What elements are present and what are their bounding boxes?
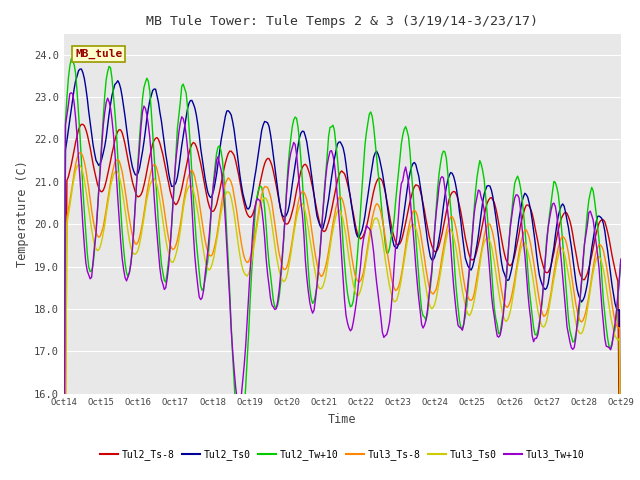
Tul2_Ts-8	[77, 121, 85, 127]
Tul2_Ts-8	[458, 218, 466, 224]
Tul3_Ts-8	[541, 312, 549, 318]
Tul3_Tw+10	[541, 258, 549, 264]
Tul3_Tw+10	[81, 243, 88, 249]
Tul2_Tw+10	[348, 303, 356, 309]
Line: Tul3_Tw+10: Tul3_Tw+10	[64, 93, 621, 480]
Tul2_Tw+10	[617, 258, 625, 264]
X-axis label: Time: Time	[328, 413, 356, 426]
Tul2_Ts0	[60, 457, 68, 463]
Tul3_Tw+10	[348, 326, 356, 332]
Tul2_Tw+10	[541, 255, 549, 261]
Y-axis label: Temperature (C): Temperature (C)	[15, 160, 29, 267]
Tul3_Ts-8	[76, 150, 84, 156]
Legend: Tul2_Ts-8, Tul2_Ts0, Tul2_Tw+10, Tul3_Ts-8, Tul3_Ts0, Tul3_Tw+10: Tul2_Ts-8, Tul2_Ts0, Tul2_Tw+10, Tul3_Ts…	[96, 445, 589, 464]
Tul3_Ts-8	[98, 228, 106, 234]
Tul3_Ts0	[81, 177, 88, 183]
Tul2_Tw+10	[81, 209, 88, 215]
Tul3_Ts-8	[81, 159, 88, 165]
Tul3_Ts0	[98, 238, 106, 243]
Tul2_Ts-8	[81, 123, 88, 129]
Tul2_Ts0	[458, 232, 466, 238]
Tul2_Tw+10	[458, 326, 466, 332]
Tul2_Ts0	[98, 156, 106, 162]
Line: Tul2_Tw+10: Tul2_Tw+10	[64, 59, 621, 480]
Line: Tul2_Ts0: Tul2_Ts0	[64, 69, 621, 480]
Tul3_Ts0	[614, 337, 621, 343]
Tul2_Tw+10	[98, 137, 106, 143]
Tul3_Ts-8	[458, 268, 466, 274]
Tul2_Ts0	[541, 287, 549, 292]
Tul2_Ts0	[77, 66, 85, 72]
Text: MB_tule: MB_tule	[75, 49, 122, 59]
Line: Tul3_Ts0: Tul3_Ts0	[64, 165, 621, 480]
Tul3_Ts-8	[614, 325, 621, 331]
Tul2_Ts0	[348, 205, 356, 211]
Tul3_Ts-8	[348, 254, 356, 260]
Tul3_Ts0	[541, 322, 549, 328]
Tul2_Tw+10	[614, 295, 621, 300]
Tul2_Ts-8	[614, 278, 621, 284]
Tul3_Ts0	[75, 162, 83, 168]
Line: Tul3_Ts-8: Tul3_Ts-8	[64, 153, 621, 480]
Tul2_Ts-8	[541, 269, 549, 275]
Tul2_Ts0	[81, 76, 88, 82]
Tul2_Tw+10	[67, 56, 75, 62]
Title: MB Tule Tower: Tule Temps 2 & 3 (3/19/14-3/23/17): MB Tule Tower: Tule Temps 2 & 3 (3/19/14…	[147, 15, 538, 28]
Tul2_Ts-8	[348, 204, 356, 209]
Tul3_Tw+10	[98, 143, 106, 148]
Tul2_Ts-8	[98, 189, 106, 195]
Tul3_Ts0	[348, 274, 356, 279]
Tul3_Tw+10	[67, 90, 75, 96]
Tul3_Tw+10	[458, 327, 466, 333]
Tul3_Ts0	[458, 288, 466, 293]
Tul3_Tw+10	[614, 292, 621, 298]
Tul2_Ts0	[614, 307, 621, 313]
Line: Tul2_Ts-8: Tul2_Ts-8	[64, 124, 621, 480]
Tul3_Tw+10	[617, 256, 625, 262]
